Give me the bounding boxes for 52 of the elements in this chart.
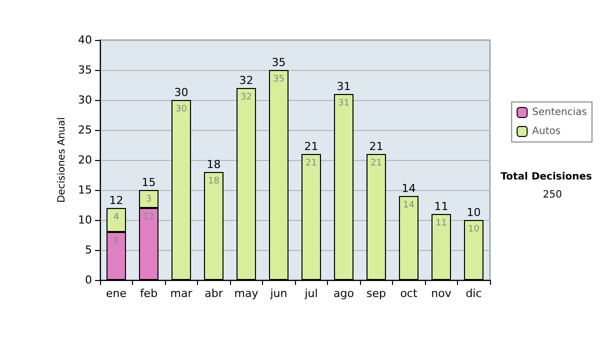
y-tick-label: 5 bbox=[85, 244, 92, 256]
data-label: 8 bbox=[113, 236, 120, 246]
x-tick-label: ago bbox=[334, 287, 354, 300]
legend-label: Autos bbox=[532, 126, 561, 137]
total-label: 15 bbox=[142, 176, 156, 189]
total-label: 30 bbox=[174, 86, 188, 99]
total-label: 21 bbox=[304, 140, 318, 153]
data-label: 11 bbox=[436, 218, 447, 228]
total-label: 32 bbox=[239, 74, 254, 87]
data-label: 35 bbox=[273, 74, 284, 84]
data-label: 21 bbox=[370, 158, 382, 168]
x-tick-label: abr bbox=[204, 287, 224, 300]
legend-label: Sentencias bbox=[532, 107, 588, 118]
data-label: 18 bbox=[208, 176, 220, 186]
data-label: 12 bbox=[143, 212, 154, 222]
total-label: 18 bbox=[206, 158, 221, 171]
x-tick-label: feb bbox=[140, 287, 158, 300]
y-tick-label: 15 bbox=[78, 184, 92, 196]
y-tick-label: 10 bbox=[78, 214, 92, 226]
y-tick-label: 0 bbox=[85, 274, 92, 286]
data-label: 3 bbox=[146, 194, 152, 204]
y-tick-label: 40 bbox=[78, 34, 92, 46]
x-tick-label: may bbox=[234, 287, 259, 300]
y-tick-label: 20 bbox=[78, 154, 92, 166]
data-label: 30 bbox=[176, 104, 188, 114]
x-tick-label: mar bbox=[170, 287, 193, 300]
x-tick-label: ene bbox=[106, 287, 127, 300]
y-tick-label: 35 bbox=[78, 64, 92, 76]
data-label: 14 bbox=[403, 200, 415, 210]
y-tick-label: 30 bbox=[78, 94, 92, 106]
total-label: 35 bbox=[272, 56, 286, 69]
total-label: 12 bbox=[109, 194, 124, 207]
x-tick-label: jun bbox=[269, 287, 288, 300]
text: Total Decisiones bbox=[500, 172, 592, 182]
total-label: 14 bbox=[402, 182, 416, 195]
total-label: 21 bbox=[369, 140, 384, 153]
x-tick-label: oct bbox=[400, 287, 418, 300]
x-tick-label: sep bbox=[366, 287, 386, 300]
y-axis-title: Decisiones Anual bbox=[56, 117, 68, 203]
data-label: 21 bbox=[306, 158, 317, 168]
data-label: 32 bbox=[240, 92, 252, 102]
data-label: 4 bbox=[113, 212, 120, 222]
x-tick-label: nov bbox=[431, 287, 452, 300]
total-label: 31 bbox=[336, 80, 351, 93]
data-label: 10 bbox=[468, 224, 480, 234]
total-label: 11 bbox=[434, 200, 448, 213]
x-tick-label: jul bbox=[304, 287, 318, 300]
text: 250 bbox=[542, 190, 562, 200]
data-label: 31 bbox=[338, 98, 350, 108]
x-tick-label: dic bbox=[466, 287, 482, 300]
y-tick-label: 25 bbox=[78, 124, 92, 136]
total-label: 10 bbox=[466, 206, 481, 219]
